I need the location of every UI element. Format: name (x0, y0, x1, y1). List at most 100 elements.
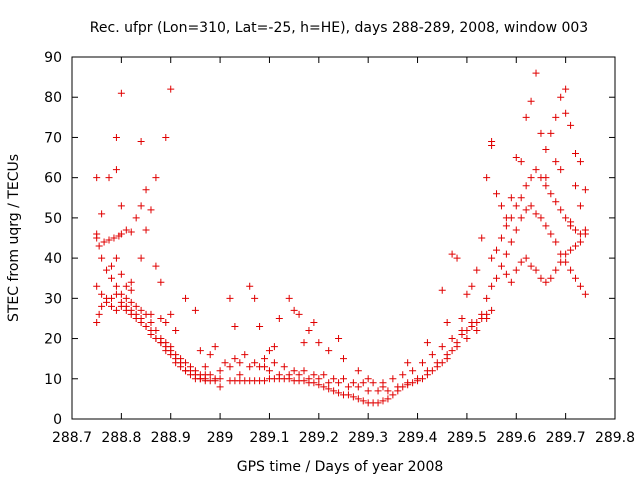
data-point (335, 379, 343, 387)
data-point (261, 377, 269, 385)
data-point (483, 314, 491, 322)
data-point (552, 158, 560, 166)
data-point (117, 290, 125, 298)
y-tick-label: 30 (44, 291, 62, 307)
data-point (112, 133, 120, 141)
data-point (127, 306, 135, 314)
data-point (147, 318, 155, 326)
data-point (206, 371, 214, 379)
data-point (389, 391, 397, 399)
data-point (315, 375, 323, 383)
data-point (379, 383, 387, 391)
data-point (162, 347, 170, 355)
y-tick-label: 10 (44, 372, 62, 388)
data-point (488, 306, 496, 314)
chart-title: Rec. ufpr (Lon=310, Lat=-25, h=HE), days… (90, 20, 588, 36)
data-point (107, 274, 115, 282)
data-point (493, 246, 501, 254)
data-point (236, 371, 244, 379)
data-point (369, 379, 377, 387)
data-point (468, 318, 476, 326)
data-point (399, 371, 407, 379)
data-point (93, 318, 101, 326)
data-point (221, 359, 229, 367)
data-point (374, 399, 382, 407)
data-point (122, 226, 130, 234)
data-point (152, 262, 160, 270)
data-point (512, 202, 520, 210)
data-point (320, 371, 328, 379)
data-point (458, 314, 466, 322)
data-point (532, 69, 540, 77)
x-tick-label: 288.7 (52, 430, 92, 446)
y-tick-label: 40 (44, 251, 62, 267)
data-point (122, 294, 130, 302)
data-point (310, 371, 318, 379)
data-point (418, 359, 426, 367)
y-tick-label: 70 (44, 130, 62, 146)
data-point (428, 351, 436, 359)
data-point (572, 226, 580, 234)
x-tick-label: 289.6 (496, 430, 536, 446)
data-point (443, 318, 451, 326)
data-point (497, 234, 505, 242)
data-point (265, 347, 273, 355)
x-tick-label: 288.9 (151, 430, 191, 446)
data-point (127, 278, 135, 286)
data-point (522, 206, 530, 214)
data-point (167, 310, 175, 318)
data-point (478, 310, 486, 318)
data-point (216, 367, 224, 375)
data-point (103, 298, 111, 306)
x-tick-label: 289.7 (546, 430, 586, 446)
data-point (581, 226, 589, 234)
data-point (137, 137, 145, 145)
y-tick-label: 20 (44, 332, 62, 348)
data-point (305, 375, 313, 383)
data-point (107, 262, 115, 270)
data-point (162, 133, 170, 141)
data-point (182, 359, 190, 367)
data-point (567, 246, 575, 254)
data-point (340, 355, 347, 363)
data-point (105, 174, 113, 182)
data-point (162, 339, 170, 347)
data-point (270, 359, 278, 367)
data-point (517, 258, 525, 266)
y-tick-label: 80 (44, 90, 62, 106)
data-point (374, 387, 382, 395)
data-point (468, 282, 476, 290)
data-point (300, 339, 308, 347)
data-point (562, 85, 570, 93)
data-point (325, 385, 333, 393)
y-tick-label: 60 (44, 171, 62, 187)
data-point (285, 371, 293, 379)
data-point (167, 85, 175, 93)
data-point (409, 367, 417, 375)
x-tick-label: 289.4 (397, 430, 437, 446)
data-point (483, 294, 491, 302)
data-point (512, 154, 520, 162)
data-point (562, 250, 570, 258)
data-point (552, 238, 560, 246)
data-point (542, 278, 550, 286)
data-point (354, 383, 362, 391)
data-point (438, 343, 446, 351)
axis-tick-labels: 288.7 288.8 288.9 289 289.1 289.2 289.3 289.4 28… (44, 50, 635, 446)
data-point (112, 254, 120, 262)
data-point (493, 190, 501, 198)
data-point (191, 367, 199, 375)
data-point (542, 182, 550, 190)
data-point (448, 335, 456, 343)
data-point (310, 318, 318, 326)
plot-frame (71, 56, 616, 420)
data-point (127, 228, 135, 236)
data-point (527, 174, 535, 182)
data-point (349, 393, 357, 401)
data-point (98, 210, 106, 218)
data-point (172, 327, 180, 335)
data-point (488, 282, 496, 290)
data-point (251, 294, 259, 302)
data-point (147, 310, 155, 318)
data-point (315, 381, 323, 389)
